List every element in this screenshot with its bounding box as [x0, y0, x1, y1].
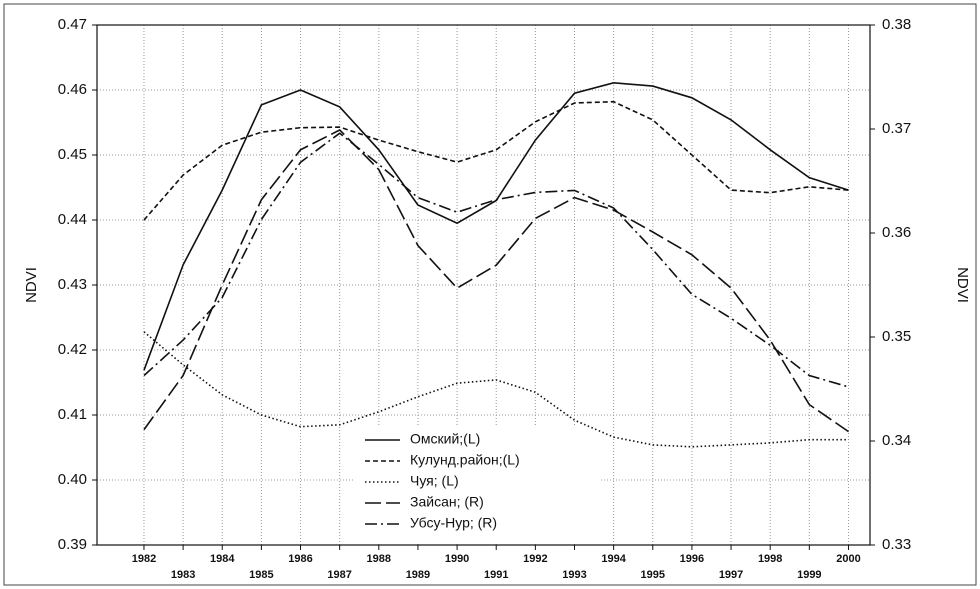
series-line [143, 132, 849, 388]
x-tick-label: 1995 [641, 569, 665, 581]
y-tick-label: 0.41 [58, 406, 87, 423]
x-tick-label: 2000 [836, 553, 860, 565]
x-tick-label: 1988 [367, 553, 391, 565]
x-tick-label: 1991 [484, 569, 508, 581]
x-tick-label: 1983 [171, 569, 195, 581]
x-tick-label: 1990 [445, 553, 469, 565]
x-tick-label: 1996 [680, 553, 704, 565]
series-line [143, 129, 849, 433]
y2-tick-label: 0.36 [882, 224, 911, 241]
series-line [143, 100, 849, 221]
y-tick-label: 0.45 [58, 146, 87, 163]
y2-axis-label: NDVI [954, 267, 971, 303]
y-tick-label: 0.47 [58, 16, 87, 33]
x-tick-label: 1987 [327, 569, 351, 581]
x-tick-label: 1985 [249, 569, 273, 581]
legend-label: Убсу-Нур; (R) [410, 515, 497, 531]
x-tick-label: 1999 [797, 569, 821, 581]
legend-label: Кулунд.район;(L) [410, 452, 520, 468]
series-line [143, 331, 849, 448]
x-tick-label: 1997 [719, 569, 743, 581]
x-tick-label: 1992 [523, 553, 547, 565]
y-tick-label: 0.39 [58, 536, 87, 553]
y2-tick-label: 0.34 [882, 432, 911, 449]
x-tick-label: 1986 [288, 553, 312, 565]
y2-tick-label: 0.37 [882, 120, 911, 137]
legend-label: Омский;(L) [410, 431, 480, 447]
x-tick-label: 1993 [562, 569, 586, 581]
x-tick-label: 1989 [406, 569, 430, 581]
y2-tick-label: 0.38 [882, 16, 911, 33]
y-tick-label: 0.42 [58, 341, 87, 358]
y-tick-label: 0.40 [58, 471, 87, 488]
x-tick-label: 1998 [758, 553, 782, 565]
y2-tick-label: 0.33 [882, 536, 911, 553]
y-axis-label: NDVI [23, 267, 40, 303]
y-tick-label: 0.46 [58, 81, 87, 98]
x-tick-label: 1982 [132, 553, 156, 565]
y-tick-label: 0.43 [58, 276, 87, 293]
legend-label: Чуя; (L) [410, 473, 459, 489]
y2-tick-label: 0.35 [882, 328, 911, 345]
x-tick-label: 1984 [210, 553, 235, 565]
legend-label: Зайсан; (R) [410, 494, 484, 510]
x-tick-label: 1994 [601, 553, 626, 565]
series-line [143, 81, 849, 371]
y-tick-label: 0.44 [58, 211, 87, 228]
